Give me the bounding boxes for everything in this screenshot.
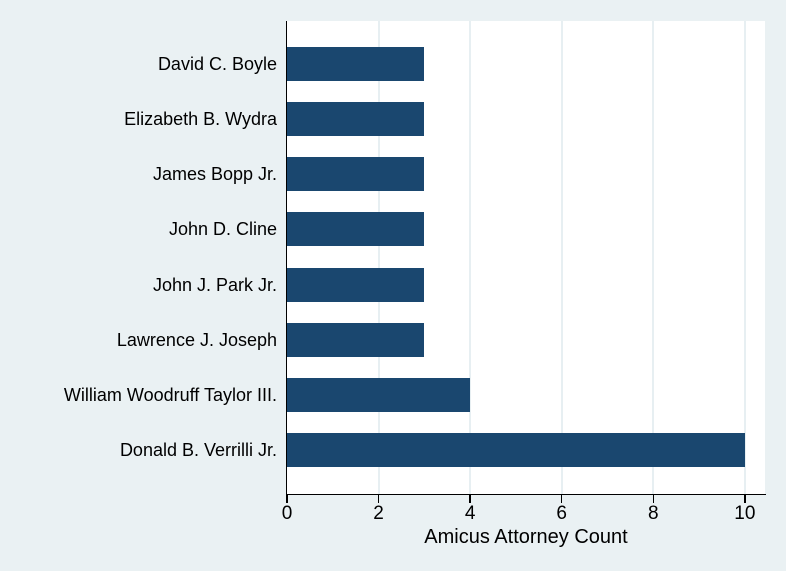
category-label: Donald B. Verrilli Jr. xyxy=(119,439,277,460)
gridline xyxy=(743,21,746,494)
x-axis-tick-label: 4 xyxy=(464,503,476,524)
x-axis-tick-label: 8 xyxy=(647,503,659,524)
category-label: David C. Boyle xyxy=(157,54,277,74)
x-axis-tick xyxy=(652,495,655,503)
category-axis-labels: David C. Boyle Elizabeth B. Wydra James Bo… xyxy=(0,0,277,571)
x-axis-tick xyxy=(377,495,380,503)
x-axis-tick-label: 6 xyxy=(556,503,567,524)
bar xyxy=(287,212,425,247)
bar xyxy=(287,377,471,412)
bar xyxy=(287,102,425,137)
category-label: William Woodruff Taylor III. xyxy=(63,384,277,405)
x-axis-tick xyxy=(469,495,471,503)
bar xyxy=(287,267,425,302)
x-axis-line xyxy=(285,493,766,496)
bar xyxy=(287,322,425,357)
x-axis-tick xyxy=(560,495,563,503)
gridline xyxy=(377,21,380,494)
x-axis-tick-label: 2 xyxy=(373,503,384,524)
category-label: John J. Park Jr. xyxy=(152,274,277,295)
gridline xyxy=(560,21,563,494)
x-axis-tick-label: 10 xyxy=(734,503,756,524)
bar xyxy=(287,432,745,467)
category-label: John D. Cline xyxy=(168,219,277,240)
plot-area xyxy=(287,21,765,494)
category-label: Lawrence J. Joseph xyxy=(116,329,277,350)
x-axis-tick xyxy=(286,495,288,503)
x-axis-title: Amicus Attorney Count xyxy=(424,526,628,548)
bar xyxy=(287,47,425,81)
gridline xyxy=(652,21,655,494)
category-label: James Bopp Jr. xyxy=(152,164,277,185)
category-label: Elizabeth B. Wydra xyxy=(124,109,277,130)
bar xyxy=(287,157,425,192)
gridline xyxy=(469,21,472,494)
x-axis-tick-label: 0 xyxy=(281,503,293,524)
x-axis-ticks: 0 2 4 6 8 10 xyxy=(282,495,765,535)
y-axis-line xyxy=(285,21,287,496)
x-axis-tick xyxy=(744,495,746,503)
